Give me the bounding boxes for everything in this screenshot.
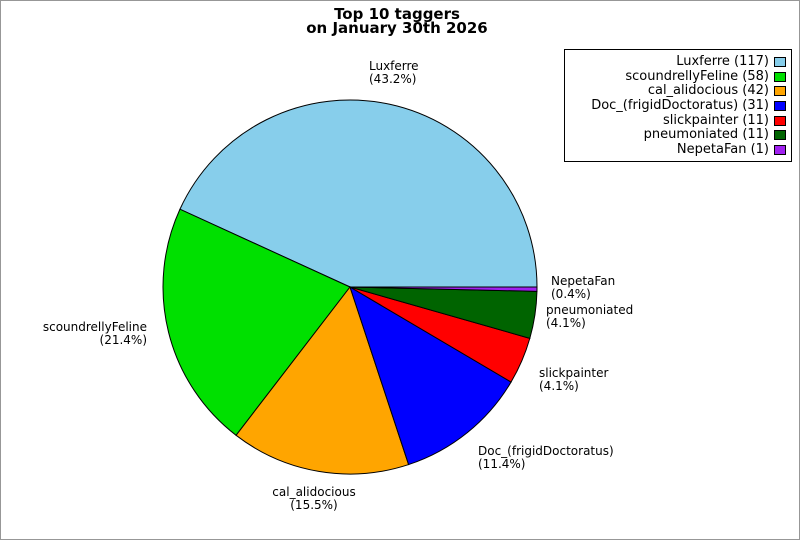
slice-label-pct: (11.4%) (478, 457, 526, 471)
legend-item-label: NepetaFan (1) (676, 141, 769, 157)
legend-item-label: Luxferre (117) (676, 54, 769, 70)
legend-item-label: slickpainter (11) (663, 112, 769, 128)
legend-item: cal_alidocious (42) (569, 84, 786, 99)
slice-label: cal_alidocious (15.5%) (164, 486, 464, 512)
slice-label: scoundrellyFeline (21.4%) (43, 321, 147, 347)
legend-color-swatch (774, 101, 786, 112)
slice-label-name: pneumoniated (546, 303, 634, 317)
slice-label-name: scoundrellyFeline (42, 320, 147, 334)
slice-label-pct: (21.4%) (99, 333, 147, 347)
legend-color-swatch (774, 144, 786, 155)
slice-label-pct: (43.2%) (369, 72, 417, 86)
slice-label: Doc_(frigidDoctoratus) (11.4%) (478, 445, 614, 471)
legend-color-swatch (774, 71, 786, 82)
pie-slice-scoundrellyFeline (162, 208, 351, 437)
slice-label-pct: (15.5%) (290, 498, 338, 512)
chart-title-line1: Top 10 taggers (334, 5, 460, 23)
slice-label: Luxferre (43.2%) (369, 60, 419, 86)
legend-color-swatch (774, 115, 786, 126)
legend-item: Doc_(frigidDoctoratus) (31) (569, 99, 786, 114)
pie-slice-Doc_(frigidDoctoratus) (349, 285, 512, 466)
legend-color-swatch (774, 57, 786, 68)
legend-item: Luxferre (117) (569, 55, 786, 70)
slice-label: slickpainter (4.1%) (539, 367, 608, 393)
legend-item-label: pneumoniated (11) (643, 127, 769, 143)
legend-item: pneumoniated (11) (569, 128, 786, 143)
legend-item: NepetaFan (1) (569, 141, 786, 158)
legend-color-swatch (774, 130, 786, 141)
pie-slice-Luxferre (179, 99, 538, 288)
legend-item-label: cal_alidocious (42) (647, 83, 769, 99)
slice-label-name: NepetaFan (551, 274, 616, 288)
slice-label-name: cal_alidocious (272, 485, 356, 499)
slice-label: NepetaFan (0.4%) (551, 275, 615, 301)
legend-item-label: Doc_(frigidDoctoratus) (31) (591, 98, 769, 114)
slice-label-pct: (0.4%) (551, 287, 591, 301)
slice-label-name: slickpainter (539, 366, 609, 380)
slice-label-name: Doc_(frigidDoctoratus) (478, 444, 614, 458)
legend-item: scoundrellyFeline (58) (569, 68, 786, 85)
slice-label-pct: (4.1%) (546, 316, 586, 330)
legend-color-swatch (774, 86, 786, 97)
slice-label-pct: (4.1%) (539, 379, 579, 393)
slice-label: pneumoniated (4.1%) (546, 304, 633, 330)
pie-slice-NepetaFan (349, 286, 538, 292)
chart-title-line2: on January 30th 2026 (306, 19, 488, 37)
legend-item: slickpainter (11) (569, 113, 786, 128)
chart-title: Top 10 taggers on January 30th 2026 (1, 5, 793, 37)
legend: Luxferre (117) scoundrellyFeline (58) cal_… (564, 49, 792, 163)
pie-slice-cal_alidocious (235, 285, 410, 475)
slice-label-name: Luxferre (369, 59, 419, 73)
legend-item-label: scoundrellyFeline (58) (625, 68, 769, 84)
